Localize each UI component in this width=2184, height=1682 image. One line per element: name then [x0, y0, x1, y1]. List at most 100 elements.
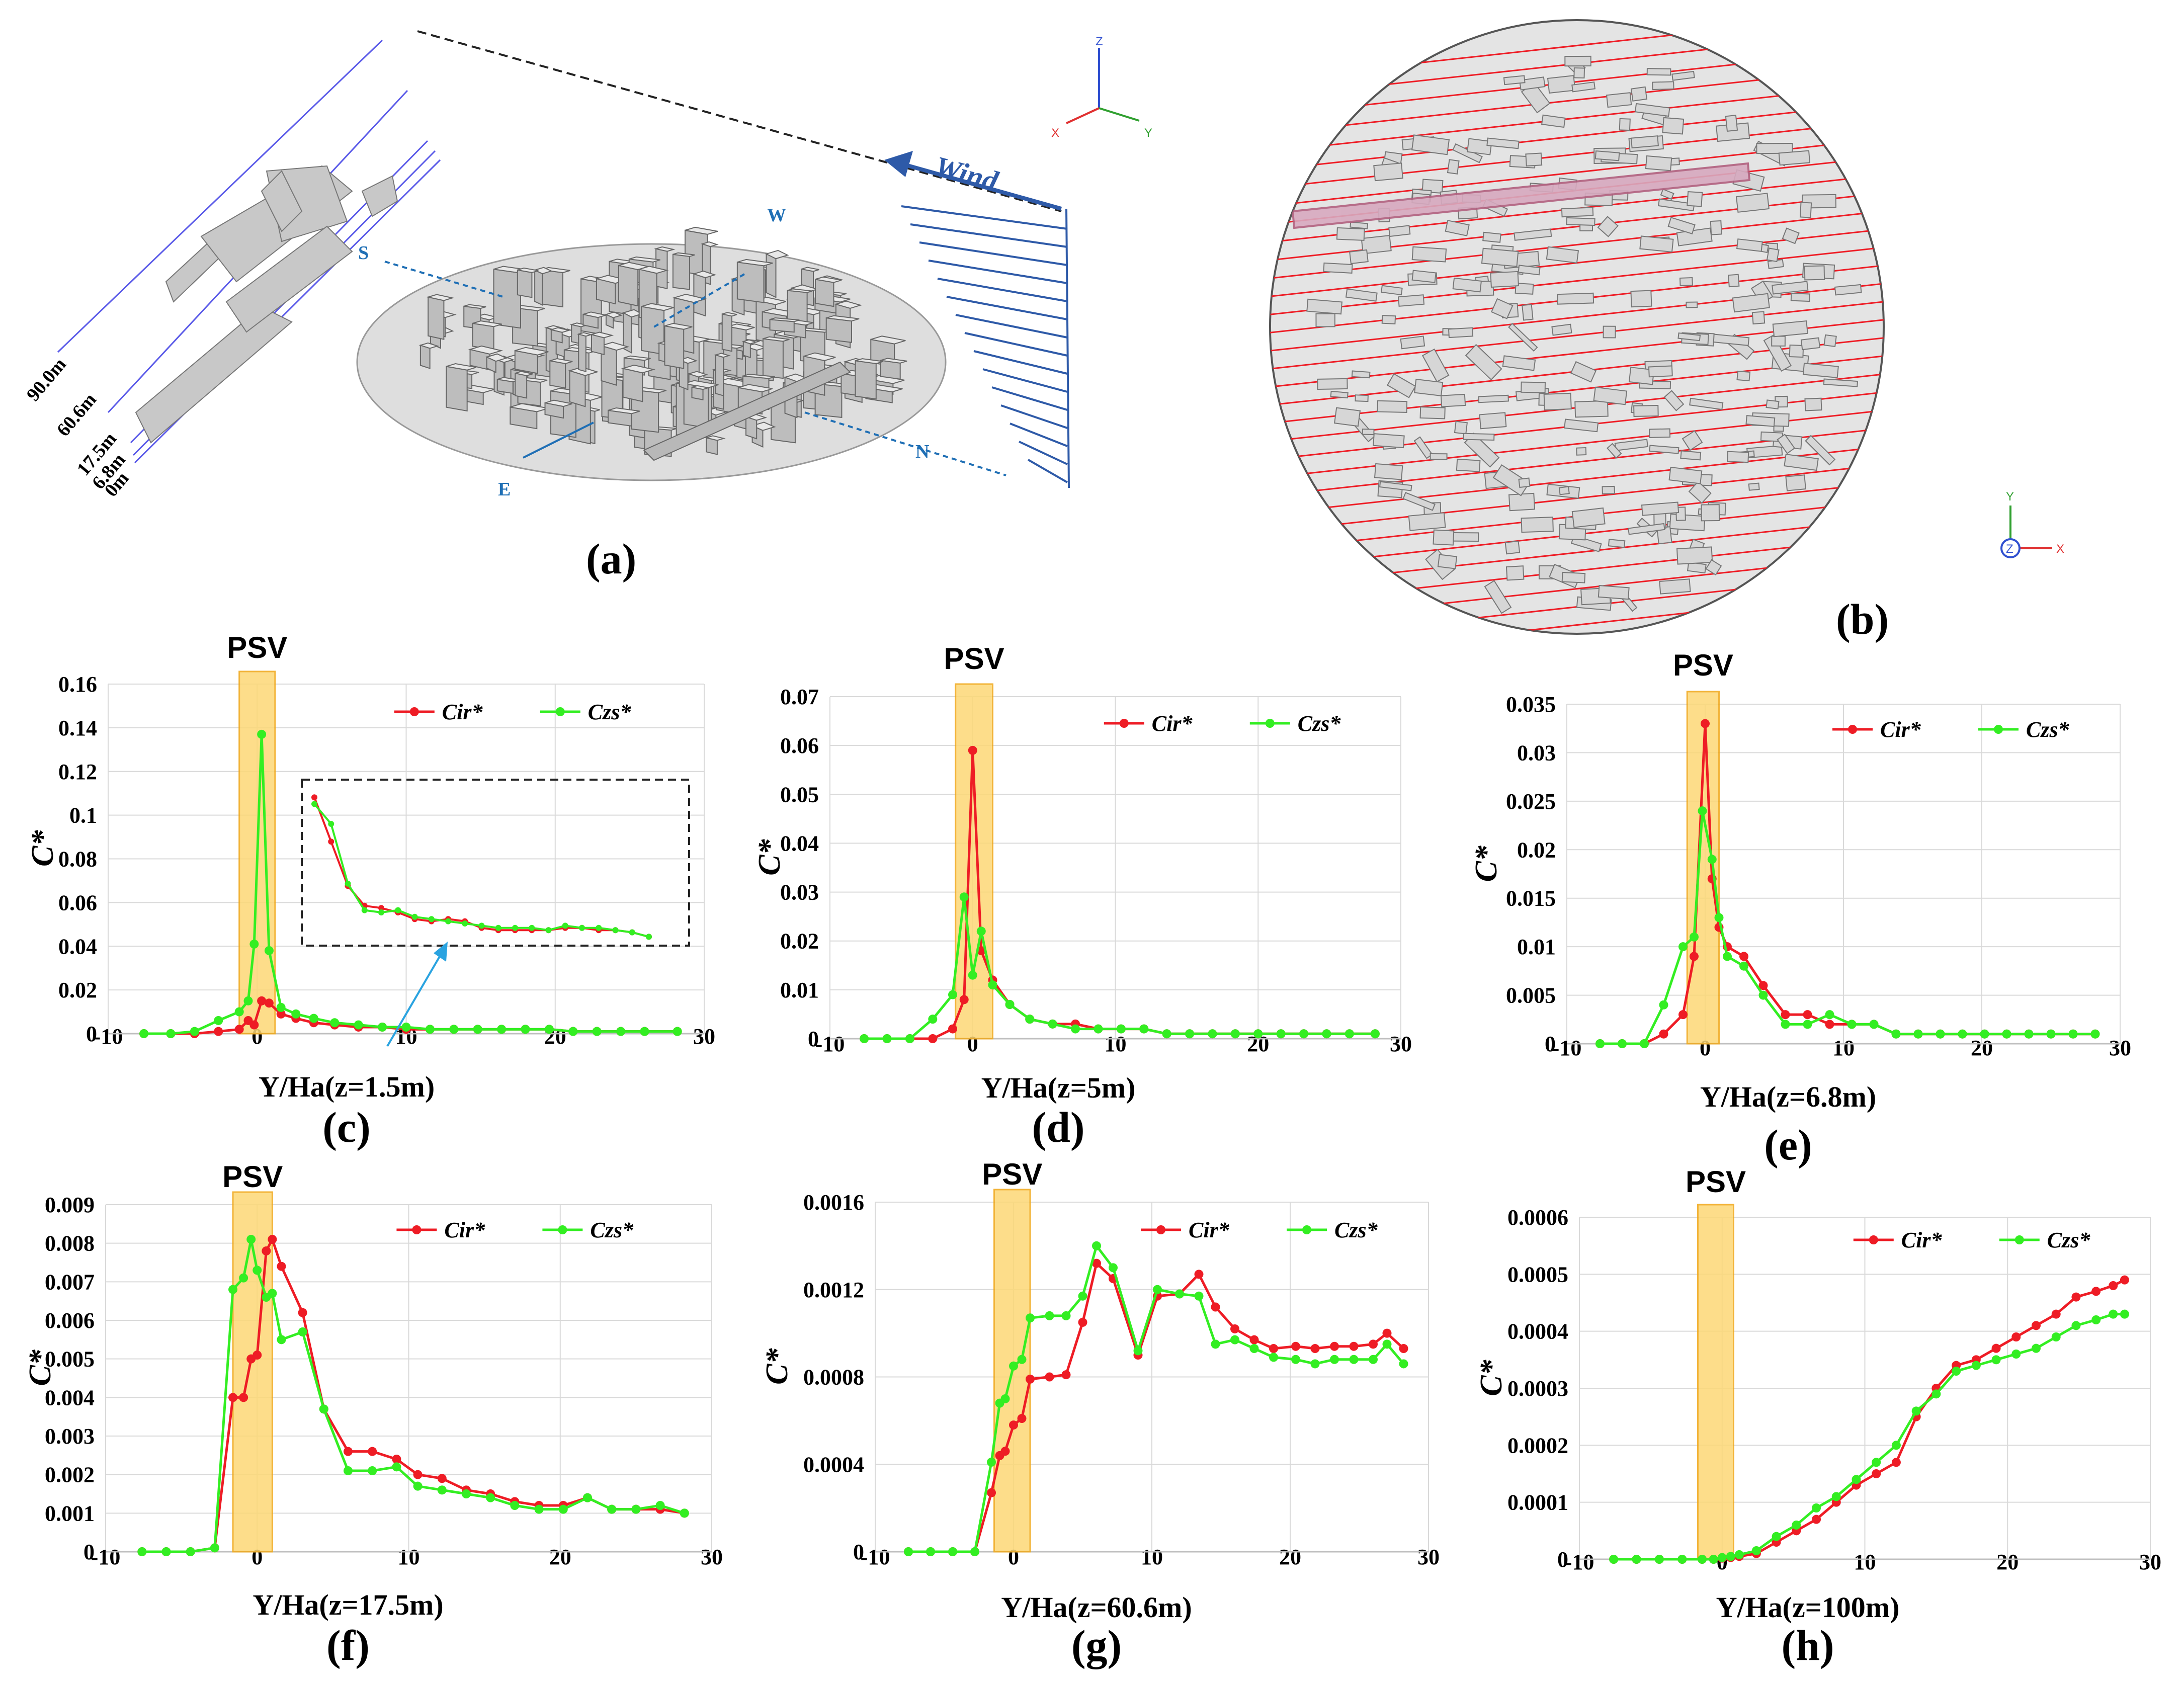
block-roof: [741, 339, 758, 345]
plan-building: [1551, 323, 1572, 336]
y-axis-label: C*: [1469, 845, 1503, 882]
data-point-cir: [1803, 1010, 1812, 1020]
plan-building: [1521, 517, 1554, 533]
data-point-cir: [928, 1034, 938, 1043]
height-labels: 90.0m 60.6m 17.5m 6.8m 0m: [23, 354, 133, 501]
data-point-cir: [228, 1393, 238, 1402]
data-point-czs: [988, 980, 997, 990]
data-point-czs: [631, 1504, 641, 1514]
data-point-czs: [607, 1504, 617, 1514]
city-block: [549, 358, 573, 389]
plan-building: [1411, 134, 1450, 155]
block-roof: [714, 353, 731, 358]
plan-building: [1521, 381, 1546, 393]
data-point-czs: [1269, 1353, 1278, 1362]
city-block: [514, 347, 549, 374]
wind-arrow-shaft: [899, 161, 1062, 211]
data-point-cir: [1092, 1258, 1101, 1268]
plan-building: [1430, 453, 1448, 460]
plan-building: [1790, 293, 1811, 302]
plan-building: [1574, 400, 1609, 418]
block-roof: [826, 315, 860, 322]
plan-building: [1576, 447, 1587, 456]
city-block: [468, 345, 503, 371]
data-point-czs: [1726, 1552, 1735, 1561]
data-point-czs: [319, 1404, 328, 1414]
y-tick-label: 0.03: [1517, 740, 1556, 765]
plan-building: [1649, 445, 1679, 454]
plan-building: [1466, 138, 1492, 155]
panel-label: (c): [322, 1103, 370, 1151]
legend-marker: [2014, 1235, 2024, 1244]
data-point-cir: [1781, 1010, 1790, 1020]
city-block: [622, 309, 643, 354]
data-point-czs: [1847, 1020, 1857, 1029]
data-point-czs: [1276, 1029, 1286, 1039]
data-point-czs: [239, 1273, 248, 1283]
block-face: [428, 296, 445, 340]
plan-building: [1454, 420, 1468, 435]
triad-y-axis: [1099, 107, 1140, 122]
data-point-czs: [2032, 1343, 2041, 1353]
data-point-cir: [2109, 1281, 2118, 1290]
data-point-cir: [298, 1308, 307, 1317]
data-point-cir: [1891, 1458, 1901, 1467]
plan-building: [1351, 370, 1371, 379]
city-block: [880, 358, 907, 380]
plan-building: [1374, 463, 1403, 480]
x-tick-label: -10: [1565, 1550, 1594, 1574]
inset-point: [361, 907, 368, 913]
wind-profile-lines: [901, 205, 1068, 483]
plan-building: [1634, 103, 1670, 117]
data-point-cir: [948, 1024, 958, 1034]
wind-profile-line: [982, 368, 1068, 393]
data-point-czs: [1133, 1346, 1143, 1356]
legend-label: Czs*: [2047, 1228, 2091, 1252]
data-point-czs: [461, 1489, 471, 1498]
plan-building: [1606, 92, 1632, 108]
data-point-czs: [1723, 952, 1732, 961]
panel-label: (f): [326, 1621, 370, 1669]
data-point-cir: [277, 1262, 286, 1271]
data-point-cir: [1349, 1341, 1359, 1351]
block-roof: [468, 345, 503, 355]
data-point-czs: [437, 1485, 447, 1495]
data-point-cir: [1230, 1324, 1239, 1333]
data-point-czs: [344, 1466, 353, 1475]
block-face: [618, 265, 639, 307]
plan-building: [1566, 217, 1595, 226]
block-roof: [517, 267, 539, 273]
data-point-czs: [276, 1002, 286, 1012]
plan-building: [1419, 406, 1446, 419]
data-point-czs: [368, 1466, 377, 1475]
data-point-czs: [1025, 1015, 1035, 1024]
plan-building: [1543, 392, 1572, 411]
y-tick-label: 0.01: [780, 978, 819, 1002]
plan-building: [1373, 433, 1405, 449]
triad-z-label: Z: [1096, 35, 1103, 48]
plan-building: [1408, 512, 1446, 531]
legend-marker: [409, 707, 419, 716]
plan-building: [1676, 546, 1713, 565]
x-tick-label: 20: [1996, 1550, 2019, 1574]
block-roof: [692, 385, 709, 390]
data-point-cir: [1194, 1270, 1204, 1279]
plan-building: [1732, 293, 1770, 313]
data-point-czs: [928, 1015, 938, 1024]
data-point-czs: [948, 1547, 957, 1556]
plan-building: [1648, 365, 1673, 378]
plan-building: [1682, 430, 1703, 451]
data-point-czs: [1958, 1029, 1967, 1039]
block-roof: [418, 342, 440, 349]
x-tick-label: -10: [1552, 1036, 1582, 1060]
y-tick-label: 0.0001: [1507, 1490, 1568, 1515]
plan-building: [1777, 434, 1796, 454]
y-axis-label: C*: [23, 1349, 57, 1386]
plan-building: [1518, 477, 1531, 488]
plan-building: [1619, 118, 1631, 131]
data-point-cir: [1872, 1469, 1881, 1478]
data-point-czs: [1751, 1546, 1761, 1555]
y-tick-label: 0.004: [45, 1385, 95, 1410]
wind-profile-line: [910, 223, 1068, 248]
data-point-czs: [2002, 1029, 2011, 1039]
